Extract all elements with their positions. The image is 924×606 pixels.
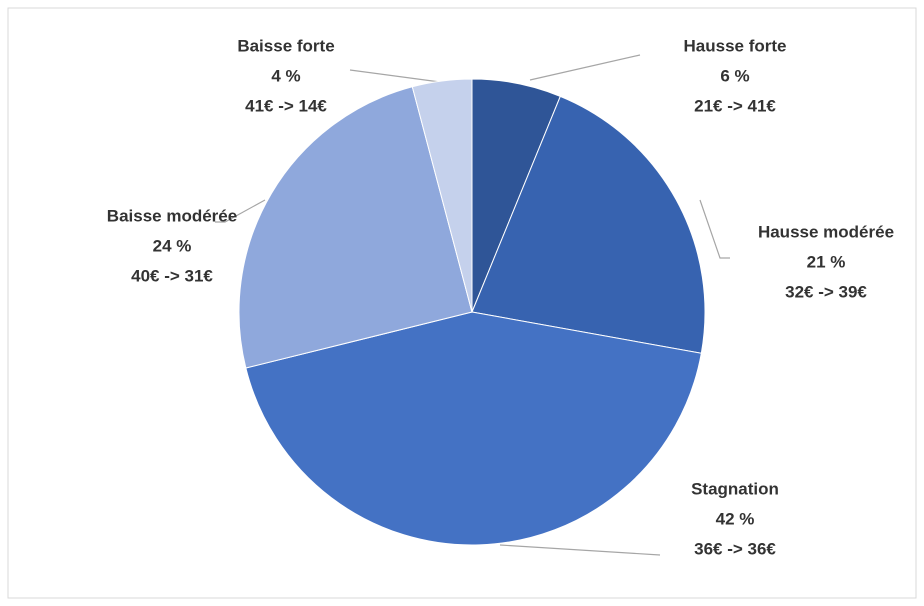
leader-line xyxy=(499,544,661,556)
slice-detail: 36€ -> 36€ xyxy=(694,539,776,558)
slice-label: Baisse modérée xyxy=(107,206,237,225)
slice-label: Baisse forte xyxy=(237,36,334,55)
pie-slice xyxy=(471,95,706,354)
slice-detail: 40€ -> 31€ xyxy=(131,266,213,285)
slice-label: Hausse modérée xyxy=(758,222,894,241)
slice-detail: 32€ -> 39€ xyxy=(785,282,867,301)
slice-label: Stagnation xyxy=(691,479,779,498)
slice-detail: 21€ -> 41€ xyxy=(694,96,776,115)
slice-label: Hausse forte xyxy=(684,36,787,55)
leader-line xyxy=(349,69,441,83)
pie-slice xyxy=(411,78,473,313)
slice-detail: 41€ -> 14€ xyxy=(245,96,327,115)
leader-line xyxy=(215,199,266,223)
leader-line xyxy=(529,54,641,81)
slice-value-label: 21 % xyxy=(807,252,846,271)
leader-line xyxy=(699,199,730,259)
pie-slice xyxy=(245,311,702,546)
slice-value-label: 42 % xyxy=(716,509,755,528)
slice-value-label: 6 % xyxy=(720,66,749,85)
slice-value-label: 24 % xyxy=(153,236,192,255)
slice-value-label: 4 % xyxy=(271,66,300,85)
leader-lines xyxy=(215,54,730,556)
pie-slice xyxy=(238,86,473,369)
